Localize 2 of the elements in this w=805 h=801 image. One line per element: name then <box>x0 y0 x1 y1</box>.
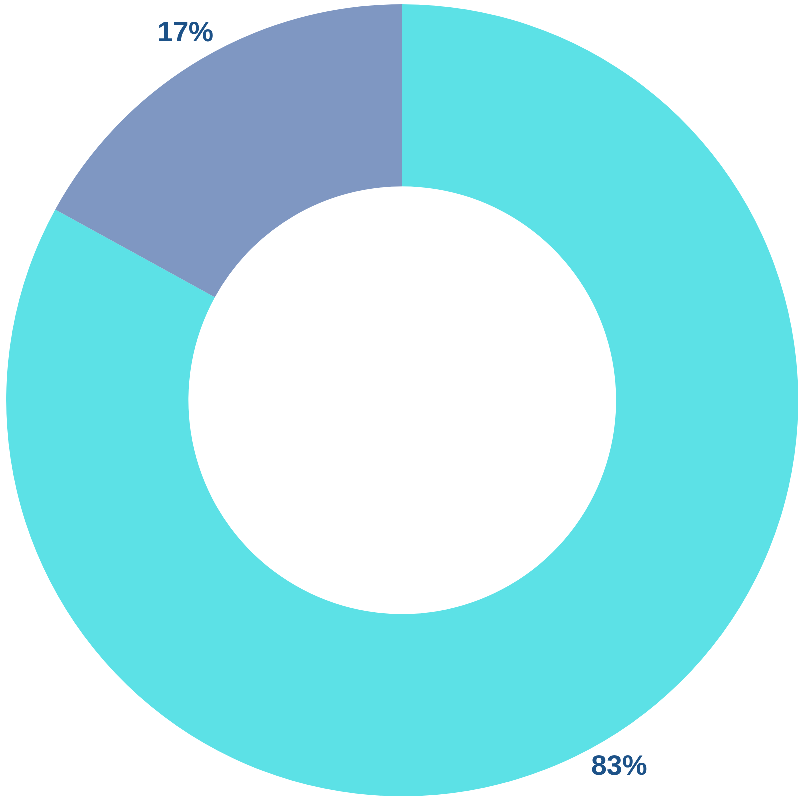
data-label: 83% <box>591 750 648 781</box>
data-label: 17% <box>158 16 214 48</box>
